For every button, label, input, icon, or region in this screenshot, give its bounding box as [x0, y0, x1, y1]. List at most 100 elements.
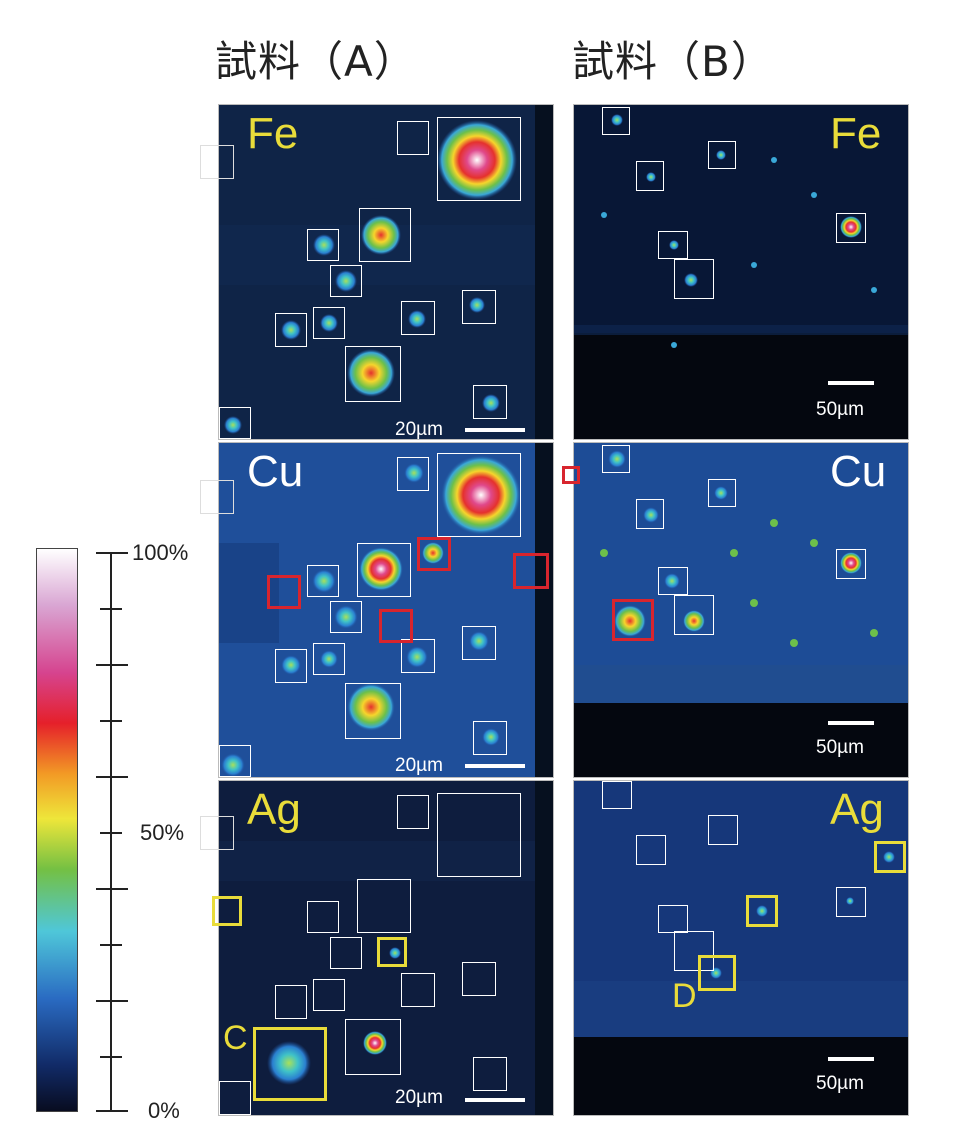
- tick: [96, 552, 128, 554]
- region-box: [437, 793, 521, 877]
- panel-b-ag: Ag D 50µm: [573, 780, 909, 1116]
- region-box: [345, 346, 401, 402]
- region-box: [401, 301, 435, 335]
- scale-bar: [465, 1098, 525, 1102]
- region-box: [437, 453, 521, 537]
- region-box: [307, 565, 339, 597]
- region-box: [462, 626, 496, 660]
- region-box: [658, 231, 688, 259]
- element-label-cu: Cu: [830, 447, 887, 496]
- region-box: [836, 213, 866, 243]
- panel-b-fe: Fe 50µm: [573, 104, 909, 440]
- scale-bar: [828, 1057, 874, 1061]
- region-box-outside-red: [562, 466, 580, 484]
- tick: [100, 832, 122, 834]
- element-label-fe: Fe: [247, 109, 299, 158]
- label-d: D: [672, 977, 697, 1015]
- region-box: [636, 161, 664, 191]
- region-box: [602, 781, 632, 809]
- panel-a-ag: Ag C 20µm: [218, 780, 554, 1116]
- region-box-red: [379, 609, 413, 643]
- label-c: C: [223, 1019, 248, 1057]
- scale-label: 50µm: [816, 399, 864, 420]
- sample-b-title: 試料（B）: [572, 37, 774, 86]
- region-box: [219, 745, 251, 777]
- color-bar: [36, 548, 78, 1112]
- region-box-red: [417, 537, 451, 571]
- region-box: [275, 649, 307, 683]
- element-label-fe: Fe: [830, 109, 882, 158]
- panel-a-fe: Fe 20µm: [218, 104, 554, 440]
- scale-label: 20µm: [395, 419, 443, 440]
- region-box: [219, 1081, 251, 1115]
- scale-label: 20µm: [395, 755, 443, 776]
- region-box-red: [267, 575, 301, 609]
- region-box: [219, 407, 251, 439]
- colorbar-label-bottom: 0%: [148, 1098, 180, 1123]
- element-label-ag: Ag: [247, 785, 301, 834]
- colorbar-label-mid: 50%: [140, 820, 185, 845]
- region-box: [330, 601, 362, 633]
- region-box: [345, 1019, 401, 1075]
- tick: [96, 776, 128, 778]
- sample-a-title: 試料（A）: [215, 37, 417, 86]
- element-label-ag: Ag: [830, 785, 884, 834]
- region-box: [473, 721, 507, 755]
- tick: [100, 944, 122, 946]
- region-box: [836, 549, 866, 579]
- tick: [100, 1056, 122, 1058]
- region-box: [401, 973, 435, 1007]
- region-box-yellow: [377, 937, 407, 967]
- tick: [96, 888, 128, 890]
- region-box: [307, 229, 339, 261]
- region-box: [345, 683, 401, 739]
- region-box: [275, 985, 307, 1019]
- region-box: [330, 265, 362, 297]
- tick: [96, 664, 128, 666]
- region-box-outside: [200, 145, 234, 179]
- region-box: [437, 117, 521, 201]
- region-box: [359, 208, 411, 262]
- region-box-red: [612, 599, 654, 641]
- scale-bar: [465, 764, 525, 768]
- region-box-red: [513, 553, 549, 589]
- region-box-yellow: [698, 955, 736, 991]
- tick: [96, 1110, 128, 1112]
- region-box: [836, 887, 866, 917]
- region-box: [674, 595, 714, 635]
- region-box-yellow: [874, 841, 906, 873]
- region-box: [462, 290, 496, 324]
- panel-b-cu: Cu 50µm: [573, 442, 909, 778]
- tick: [100, 608, 122, 610]
- region-box: [313, 643, 345, 675]
- region-box: [357, 879, 411, 933]
- region-box: [602, 445, 630, 473]
- region-box: [473, 1057, 507, 1091]
- element-label-cu: Cu: [247, 447, 304, 496]
- region-box-outside: [200, 816, 234, 850]
- region-box: [708, 479, 736, 507]
- region-box: [397, 121, 429, 155]
- region-box: [473, 385, 507, 419]
- region-box: [313, 979, 345, 1011]
- region-box: [397, 457, 429, 491]
- scale-label: 50µm: [816, 737, 864, 758]
- tick: [100, 720, 122, 722]
- region-box-yellow: [746, 895, 778, 927]
- region-box: [462, 962, 496, 996]
- region-box: [708, 141, 736, 169]
- scale-label: 20µm: [395, 1087, 443, 1108]
- region-box: [357, 543, 411, 597]
- scale-label: 50µm: [816, 1073, 864, 1094]
- region-box: [674, 931, 714, 971]
- region-box-outside-yellow: [212, 896, 242, 926]
- region-box: [602, 107, 630, 135]
- region-box: [658, 567, 688, 595]
- scale-bar: [828, 381, 874, 385]
- region-box: [636, 499, 664, 529]
- tick: [96, 1000, 128, 1002]
- region-box: [330, 937, 362, 969]
- scale-bar: [828, 721, 874, 725]
- region-box-yellow: [253, 1027, 327, 1101]
- region-box-outside: [200, 480, 234, 514]
